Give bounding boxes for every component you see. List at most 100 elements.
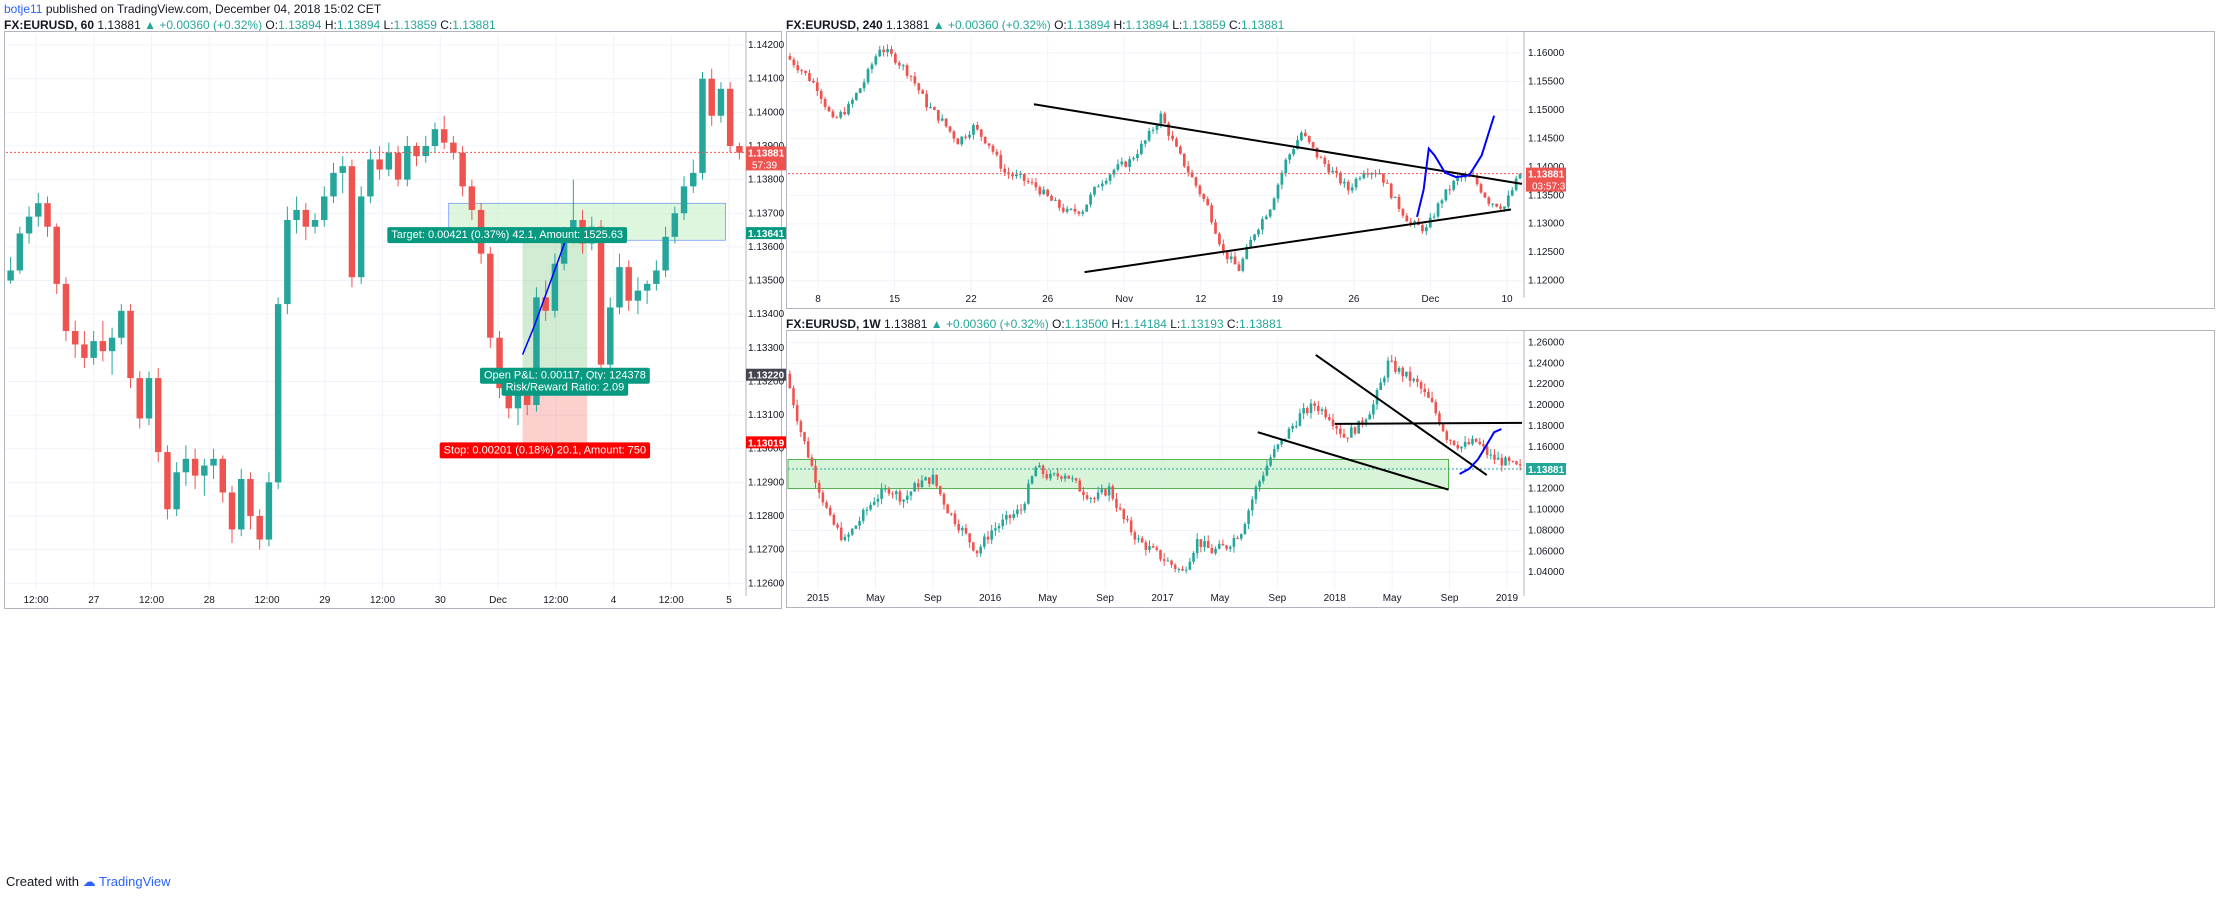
- candle-body: [814, 465, 817, 483]
- candle-body: [1030, 476, 1034, 484]
- candle-body: [865, 509, 869, 511]
- candle-body: [1491, 203, 1495, 205]
- candle-body: [821, 492, 825, 503]
- candle-body: [1335, 425, 1338, 429]
- candle-body: [726, 88, 734, 146]
- candle-body: [191, 458, 199, 476]
- candle-body: [1504, 457, 1507, 466]
- candle-body: [828, 507, 832, 515]
- candle-body: [948, 126, 952, 132]
- candle-body: [1046, 189, 1049, 196]
- candle-body: [972, 542, 975, 551]
- candle-body: [1518, 173, 1522, 179]
- candle-body: [1401, 367, 1405, 377]
- candle-body: [1038, 465, 1041, 468]
- candle-body: [1452, 180, 1456, 190]
- candle-body: [1401, 208, 1405, 216]
- candle-body: [1342, 433, 1346, 438]
- candle-body: [1065, 208, 1069, 212]
- candle-body: [815, 82, 819, 92]
- candle-body: [1229, 256, 1233, 260]
- chart1-y-tick-label: 1.12800: [748, 511, 785, 522]
- candle-body: [850, 528, 854, 535]
- candle-body: [653, 270, 660, 284]
- candle-body: [35, 203, 42, 217]
- candle-body: [1022, 174, 1026, 181]
- chart1-change: ▲ +0.00360 (+0.32%): [144, 18, 263, 32]
- chart2-candles: [788, 44, 1522, 273]
- candle-body: [1440, 200, 1444, 204]
- chart1-x-tick-label: 5: [726, 595, 732, 606]
- chart1-symbol: FX:EURUSD, 60: [4, 18, 95, 32]
- author-link[interactable]: botje11: [4, 2, 43, 16]
- chart2-x-tick-label: 26: [1348, 294, 1360, 305]
- chart3-x-tick-label: Sep: [924, 593, 942, 604]
- candle-body: [792, 59, 796, 66]
- candle-body: [835, 117, 839, 119]
- chart2-y-tick-label: 1.16000: [1528, 48, 1565, 59]
- chart1-x-tick-label: 30: [435, 595, 447, 606]
- candle-body: [1085, 495, 1089, 499]
- candle-body: [1147, 130, 1151, 141]
- position-target-label: Target: 0.00421 (0.37%) 42.1, Amount: 15…: [391, 229, 623, 241]
- chart3-y-tick-label: 1.16000: [1528, 442, 1565, 453]
- chart1-x-tick-label: 29: [319, 595, 331, 606]
- candle-body: [942, 493, 946, 505]
- candle-body: [1339, 428, 1342, 434]
- candle-body: [1241, 258, 1245, 271]
- candle-body: [827, 106, 831, 112]
- chart1-projection-line: [521, 236, 568, 355]
- candle-body: [1132, 158, 1135, 160]
- candle-body: [1510, 190, 1514, 196]
- price-label-text: 1.13881: [1528, 465, 1565, 476]
- candle-body: [1460, 446, 1463, 449]
- candle-body: [975, 550, 979, 554]
- candle-body: [1394, 360, 1397, 372]
- candle-body: [1503, 206, 1506, 209]
- candle-body: [1269, 457, 1272, 466]
- chart3-symbol: FX:EURUSD, 1W: [786, 317, 881, 331]
- candle-body: [53, 226, 60, 284]
- candle-body: [560, 236, 568, 264]
- candle-body: [717, 88, 725, 116]
- candle-body: [1427, 391, 1430, 398]
- candle-body: [1456, 176, 1459, 181]
- chart3-y-tick-label: 1.12000: [1528, 484, 1565, 495]
- candle-body: [1192, 553, 1195, 562]
- candle-body: [44, 203, 51, 227]
- candle-body: [946, 504, 949, 514]
- candle-body: [1298, 413, 1302, 426]
- candle-body: [1272, 198, 1276, 210]
- candle-body: [1170, 560, 1173, 565]
- candle-body: [1221, 244, 1225, 251]
- candle-body: [1445, 431, 1449, 440]
- candle-body: [487, 253, 494, 338]
- candle-body: [127, 310, 134, 379]
- candle-body: [1005, 514, 1008, 520]
- candle-body: [1350, 187, 1354, 191]
- candle-body: [1148, 546, 1151, 550]
- candle-body: [1419, 382, 1423, 389]
- candle-body: [1203, 540, 1206, 547]
- candle-body: [917, 83, 921, 91]
- candle-body: [1054, 199, 1057, 201]
- footer-brand[interactable]: TradingView: [99, 874, 171, 889]
- candle-body: [795, 405, 799, 422]
- chart2-panel[interactable]: [786, 31, 2215, 309]
- candle-body: [1049, 473, 1052, 479]
- chart3-y-tick-label: 1.22000: [1528, 379, 1565, 390]
- chart2-close: 1.13881: [1240, 18, 1285, 32]
- candle-body: [1166, 560, 1170, 562]
- candle-body: [921, 90, 925, 94]
- candle-body: [983, 136, 987, 144]
- candle-body: [1236, 537, 1239, 539]
- candle-body: [1108, 174, 1112, 181]
- candle-body: [1061, 207, 1065, 212]
- position-stop-label-bg: [439, 442, 651, 459]
- candle-body: [625, 267, 632, 301]
- candle-body: [1179, 146, 1182, 154]
- candle-body: [1217, 544, 1221, 549]
- chart1-y-tick-label: 1.13500: [748, 276, 785, 287]
- candle-body: [1416, 378, 1419, 383]
